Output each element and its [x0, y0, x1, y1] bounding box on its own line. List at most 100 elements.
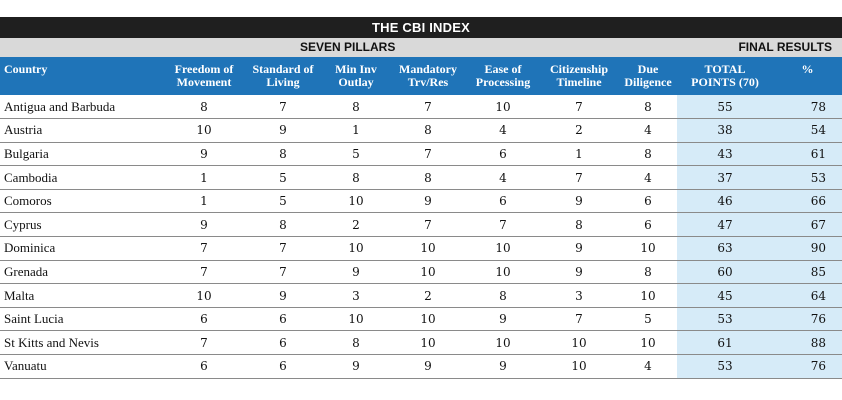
percent-cell: 90 — [773, 236, 842, 261]
score-cell: 7 — [165, 260, 243, 285]
score-cell: 3 — [323, 283, 389, 308]
column-header-freedom-of-movement: Freedom of Movement — [174, 62, 234, 89]
percent-cell: 76 — [773, 307, 842, 332]
total-points-cell: 55 — [677, 95, 773, 120]
table-body: Antigua and Barbuda 8 7 8 7 10 7 8 55 78 Austria 10… — [0, 95, 842, 379]
country-cell: Cyprus — [0, 212, 165, 238]
country-cell: Grenada — [0, 260, 165, 285]
percent-cell: 76 — [773, 354, 842, 379]
score-cell: 9 — [165, 142, 243, 167]
total-points-cell: 38 — [677, 118, 773, 143]
score-cell: 6 — [619, 212, 677, 238]
table-title: THE CBI INDEX — [0, 17, 842, 38]
country-cell: Comoros — [0, 189, 165, 214]
score-cell: 10 — [619, 283, 677, 308]
total-points-cell: 53 — [677, 354, 773, 379]
column-header-min-inv-outlay: Min Inv Outlay — [335, 62, 377, 89]
score-cell: 4 — [467, 165, 539, 190]
score-cell: 7 — [389, 212, 467, 238]
total-points-cell: 43 — [677, 142, 773, 167]
score-cell: 7 — [165, 236, 243, 261]
score-cell: 10 — [539, 330, 619, 356]
percent-cell: 66 — [773, 189, 842, 214]
total-points-cell: 46 — [677, 189, 773, 214]
percent-cell: 54 — [773, 118, 842, 143]
score-cell: 5 — [323, 142, 389, 167]
score-cell: 8 — [243, 212, 323, 238]
score-cell: 6 — [243, 354, 323, 379]
score-cell: 9 — [323, 354, 389, 379]
score-cell: 7 — [467, 212, 539, 238]
score-cell: 4 — [619, 118, 677, 143]
score-cell: 9 — [323, 260, 389, 285]
table-row: St Kitts and Nevis 7 6 8 10 10 10 10 61 88 — [0, 330, 842, 356]
score-cell: 6 — [467, 142, 539, 167]
score-cell: 6 — [165, 307, 243, 332]
score-cell: 6 — [243, 307, 323, 332]
table-row: Antigua and Barbuda 8 7 8 7 10 7 8 55 78 — [0, 95, 842, 120]
score-cell: 4 — [467, 118, 539, 143]
column-header-percent: % — [801, 62, 814, 76]
score-cell: 10 — [619, 236, 677, 261]
score-cell: 8 — [619, 260, 677, 285]
total-points-cell: 37 — [677, 165, 773, 190]
score-cell: 7 — [539, 307, 619, 332]
final-results-label: FINAL RESULTS — [738, 40, 832, 54]
total-points-cell: 45 — [677, 283, 773, 308]
score-cell: 6 — [619, 189, 677, 214]
score-cell: 1 — [165, 189, 243, 214]
score-cell: 8 — [389, 118, 467, 143]
table-row: Cyprus 9 8 2 7 7 8 6 47 67 — [0, 212, 842, 238]
column-header-standard-of-living: Standard of Living — [252, 62, 314, 89]
section-header-bar: SEVEN PILLARS FINAL RESULTS — [0, 38, 842, 57]
score-cell: 8 — [165, 95, 243, 120]
score-cell: 8 — [323, 165, 389, 190]
score-cell: 3 — [539, 283, 619, 308]
column-header-total-points: TOTAL POINTS (70) — [691, 62, 759, 89]
score-cell: 9 — [467, 354, 539, 379]
percent-cell: 53 — [773, 165, 842, 190]
score-cell: 5 — [243, 189, 323, 214]
table-row: Vanuatu 6 6 9 9 9 10 4 53 76 — [0, 354, 842, 379]
column-header-citizenship-timeline: Citizenship Timeline — [549, 62, 608, 89]
score-cell: 2 — [323, 212, 389, 238]
score-cell: 8 — [323, 330, 389, 356]
score-cell: 7 — [243, 260, 323, 285]
country-cell: Malta — [0, 283, 165, 308]
country-cell: Saint Lucia — [0, 307, 165, 332]
score-cell: 9 — [539, 236, 619, 261]
total-points-cell: 61 — [677, 330, 773, 356]
score-cell: 9 — [467, 307, 539, 332]
score-cell: 9 — [389, 354, 467, 379]
score-cell: 10 — [467, 236, 539, 261]
score-cell: 8 — [619, 95, 677, 120]
score-cell: 5 — [619, 307, 677, 332]
score-cell: 10 — [467, 330, 539, 356]
score-cell: 10 — [467, 95, 539, 120]
column-header-ease-of-processing: Ease of Processing — [475, 62, 531, 89]
country-cell: Antigua and Barbuda — [0, 95, 165, 120]
percent-cell: 85 — [773, 260, 842, 285]
column-header-mandatory-trv-res: Mandatory Trv/Res — [399, 62, 457, 89]
score-cell: 10 — [323, 189, 389, 214]
score-cell: 10 — [165, 118, 243, 143]
cbi-index-table: Country Freedom of Movement Standard of Li… — [0, 57, 842, 379]
score-cell: 9 — [243, 283, 323, 308]
score-cell: 8 — [539, 212, 619, 238]
column-header-row: Country Freedom of Movement Standard of Li… — [0, 57, 842, 95]
score-cell: 6 — [243, 330, 323, 356]
score-cell: 7 — [165, 330, 243, 356]
percent-cell: 78 — [773, 95, 842, 120]
score-cell: 10 — [389, 260, 467, 285]
score-cell: 9 — [539, 189, 619, 214]
country-cell: Dominica — [0, 236, 165, 261]
score-cell: 8 — [619, 142, 677, 167]
score-cell: 10 — [389, 236, 467, 261]
table-row: Dominica 7 7 10 10 10 9 10 63 90 — [0, 236, 842, 261]
score-cell: 1 — [165, 165, 243, 190]
score-cell: 4 — [619, 165, 677, 190]
score-cell: 8 — [323, 95, 389, 120]
total-points-cell: 47 — [677, 212, 773, 238]
score-cell: 9 — [243, 118, 323, 143]
score-cell: 1 — [539, 142, 619, 167]
